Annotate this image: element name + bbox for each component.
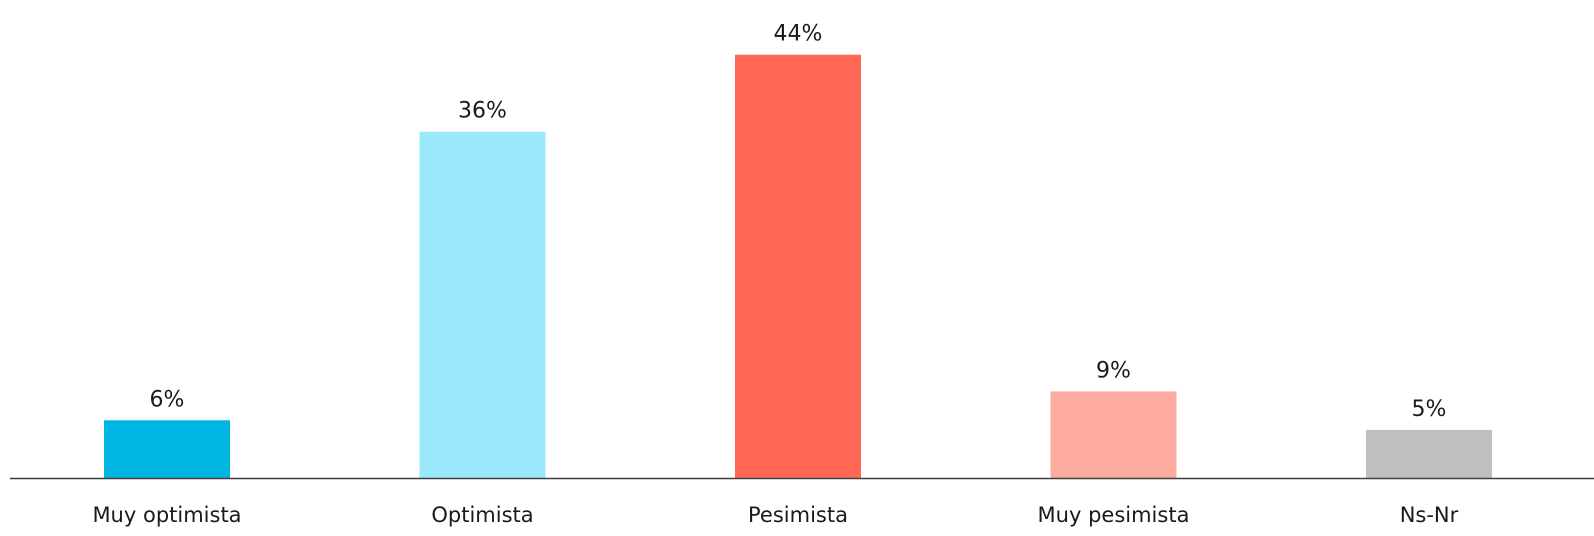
x-tick-label-pesimista: Pesimista <box>748 503 848 527</box>
data-label-ns-nr: 5% <box>1412 397 1447 422</box>
data-label-muy-pesimista: 9% <box>1096 358 1131 383</box>
bar-optimista <box>419 131 546 478</box>
bar-muy-pesimista <box>1050 391 1177 478</box>
bars-group <box>104 54 1492 478</box>
bar-ns-nr <box>1366 429 1492 478</box>
bar-pesimista <box>735 54 861 478</box>
data-label-optimista: 36% <box>458 99 507 124</box>
bar-muy-optimista <box>104 420 230 478</box>
data-label-pesimista: 44% <box>774 22 823 47</box>
x-tick-labels-group: Muy optimista Optimista Pesimista Muy pesim… <box>92 503 1458 527</box>
x-tick-label-optimista: Optimista <box>431 503 533 527</box>
x-tick-label-ns-nr: Ns-Nr <box>1400 503 1459 527</box>
x-tick-label-muy-pesimista: Muy pesimista <box>1038 503 1190 527</box>
data-label-muy-optimista: 6% <box>150 387 185 412</box>
data-labels-group: 6% 36% 44% 9% 5% <box>150 22 1447 422</box>
x-tick-label-muy-optimista: Muy optimista <box>92 503 241 527</box>
